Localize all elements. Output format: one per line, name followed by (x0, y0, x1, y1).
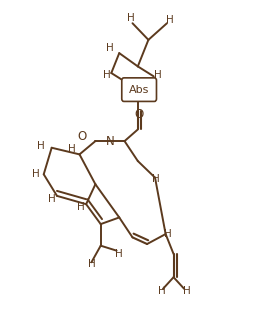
Text: O: O (135, 108, 144, 121)
Text: H: H (48, 194, 56, 204)
FancyBboxPatch shape (122, 78, 156, 101)
Text: H: H (77, 203, 85, 212)
Text: H: H (68, 144, 76, 154)
Text: N: N (105, 134, 114, 148)
Text: H: H (87, 259, 95, 269)
Text: H: H (158, 286, 166, 295)
Text: H: H (183, 286, 191, 295)
Text: H: H (127, 13, 135, 23)
Text: O: O (78, 129, 87, 143)
Text: Abs: Abs (129, 85, 149, 95)
Text: H: H (166, 15, 174, 25)
Text: H: H (103, 70, 111, 80)
Text: H: H (154, 70, 162, 80)
Text: H: H (32, 169, 40, 179)
Text: H: H (106, 43, 114, 53)
Text: H: H (152, 174, 160, 184)
Text: H: H (37, 141, 45, 151)
Text: H: H (164, 229, 172, 239)
Text: H: H (115, 249, 123, 259)
